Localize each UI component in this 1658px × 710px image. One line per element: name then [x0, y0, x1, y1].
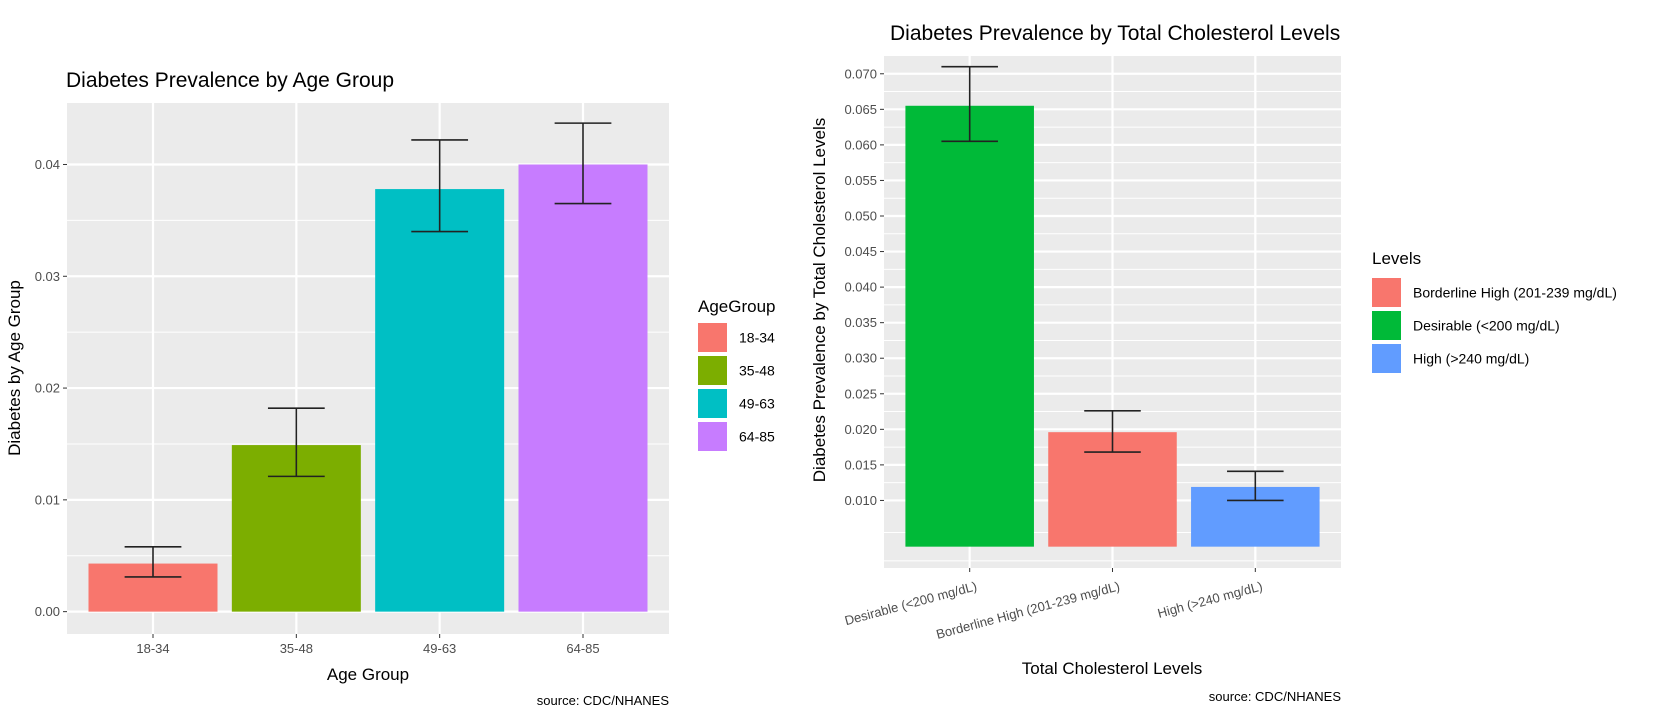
y-tick-label: 0.070: [844, 66, 877, 81]
legend-swatch: [698, 356, 727, 385]
legend-swatch: [698, 422, 727, 451]
chart1-y-axis-title: Diabetes by Age Group: [5, 280, 24, 456]
legend-label: 49-63: [739, 396, 775, 412]
y-tick-label: 0.065: [844, 102, 877, 117]
chart1-x-ticks: 18-34 35-48 49-63 64-85: [136, 634, 600, 656]
legend-label: High (>240 mg/dL): [1413, 351, 1529, 367]
chart2-x-ticks: Desirable (<200 mg/dL)Borderline High (2…: [843, 568, 1264, 642]
chart1-title: Diabetes Prevalence by Age Group: [66, 69, 394, 92]
cholesterol-chart: Diabetes Prevalence by Total Cholesterol…: [810, 22, 1617, 704]
chart1-x-axis-title: Age Group: [327, 665, 409, 684]
x-tick-label: High (>240 mg/dL): [1156, 578, 1264, 620]
legend-label: 35-48: [739, 363, 775, 379]
chart1-error-bars: [124, 122, 612, 578]
y-tick-label: 0.04: [35, 157, 60, 172]
chart1-caption: source: CDC/NHANES: [537, 693, 670, 708]
y-tick-label: 0.060: [844, 137, 877, 152]
legend-swatch: [1372, 344, 1401, 373]
chart2-error-bars: [941, 65, 1284, 502]
y-tick-label: 0.045: [844, 244, 877, 259]
y-tick-label: 0.040: [844, 280, 877, 295]
legend-swatch: [698, 323, 727, 352]
bar: [905, 105, 1034, 547]
y-tick-label: 0.00: [35, 604, 60, 619]
x-tick-label: 64-85: [566, 641, 599, 656]
y-tick-label: 0.055: [844, 173, 877, 188]
legend-swatch: [1372, 278, 1401, 307]
chart2-title: Diabetes Prevalence by Total Cholesterol…: [890, 22, 1340, 45]
y-tick-label: 0.050: [844, 209, 877, 224]
y-tick-label: 0.010: [844, 493, 877, 508]
chart1-legend: AgeGroup 18-34 35-48 49-63 64-85: [698, 297, 776, 451]
y-tick-label: 0.01: [35, 492, 60, 507]
bar: [375, 189, 505, 612]
y-tick-label: 0.020: [844, 422, 877, 437]
y-tick-label: 0.03: [35, 269, 60, 284]
chart2-legend-title: Levels: [1372, 249, 1421, 268]
chart1-y-ticks: 0.00 0.01 0.02 0.03 0.04: [35, 157, 67, 619]
y-tick-label: 0.02: [35, 381, 60, 396]
legend-label: Desirable (<200 mg/dL): [1413, 318, 1560, 334]
y-tick-label: 0.025: [844, 386, 877, 401]
chart1-legend-title: AgeGroup: [698, 297, 776, 316]
chart2-x-axis-title: Total Cholesterol Levels: [1022, 659, 1202, 678]
x-tick-label: 49-63: [423, 641, 456, 656]
y-tick-label: 0.030: [844, 351, 877, 366]
y-tick-label: 0.035: [844, 315, 877, 330]
legend-swatch: [1372, 311, 1401, 340]
legend-label: 18-34: [739, 330, 775, 346]
legend-label: 64-85: [739, 429, 775, 445]
chart2-y-ticks: 0.010 0.015 0.020 0.025 0.030 0.035 0.040 0.045…: [844, 66, 884, 508]
chart1-bars: [88, 164, 648, 612]
x-tick-label: 35-48: [280, 641, 313, 656]
legend-swatch: [698, 389, 727, 418]
age-group-chart: Diabetes Prevalence by Age Group 0.000.0…: [5, 69, 776, 708]
bar: [518, 164, 648, 612]
chart2-bars: [905, 105, 1320, 547]
chart2-legend: Levels Borderline High (201-239 mg/dL) De…: [1372, 249, 1617, 373]
chart2-y-axis-title: Diabetes Prevalence by Total Cholesterol…: [810, 118, 829, 482]
legend-label: Borderline High (201-239 mg/dL): [1413, 285, 1617, 301]
y-tick-label: 0.015: [844, 457, 877, 472]
x-tick-label: 18-34: [136, 641, 169, 656]
chart2-caption: source: CDC/NHANES: [1209, 689, 1342, 704]
